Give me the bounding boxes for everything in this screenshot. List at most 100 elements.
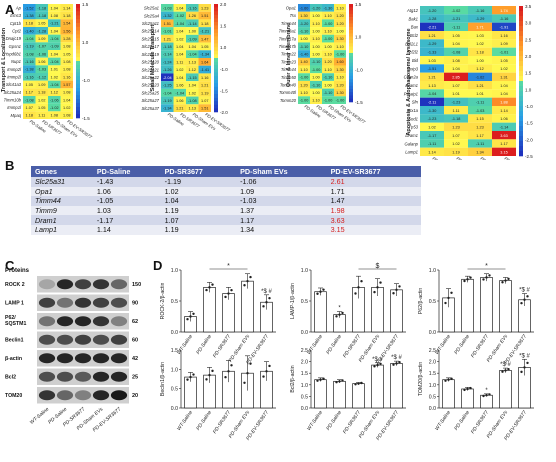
blot-row: ROCK 2 150 — [5, 276, 141, 293]
blot-band — [92, 279, 110, 290]
heatmap-cell — [198, 58, 211, 66]
heatmap-cell — [322, 19, 334, 28]
heatmap-gene-label: Nup1 — [11, 59, 21, 64]
heatmap-gene-label: Timm10b — [4, 98, 22, 103]
blot-band — [38, 371, 56, 382]
color-scale-tick: 1.0 — [220, 45, 227, 50]
heatmap-value: 1.00 — [312, 91, 319, 95]
heatmap-cell — [444, 64, 468, 73]
heatmap-cell — [48, 34, 61, 43]
heatmap-value: 1.05 — [201, 45, 208, 49]
heatmap-gene-label: Slc25a20 — [142, 60, 160, 65]
heatmap-value: 1.21 — [428, 34, 435, 38]
heatmap-gene-label: Bcl2L1 — [405, 41, 418, 46]
heatmap-value: 1.09 — [38, 83, 45, 87]
heatmap-cell — [468, 14, 492, 23]
blot-protein-label: Bcl2 — [5, 375, 16, 381]
heatmap-value: -1.09 — [188, 37, 197, 41]
heatmap-gene-label: Dnajc19 — [6, 36, 22, 41]
x-tick-label: PD-SR3677 — [470, 410, 490, 435]
table-cell-gene: Timm9 — [31, 205, 93, 216]
color-scale-segment — [349, 39, 353, 44]
heatmap-gene-label: Bnip3 — [407, 66, 418, 71]
color-scale-segment — [76, 23, 80, 28]
heatmap-cell — [23, 88, 36, 96]
heatmap-value: -1.20 — [428, 9, 437, 13]
significance-mark: *$ # — [519, 353, 530, 359]
color-scale-segment — [519, 56, 523, 62]
table-cell: -1.43 — [92, 177, 161, 187]
heatmap-value: -1.16 — [476, 9, 485, 13]
bar — [480, 277, 493, 333]
color-scale-segment — [519, 136, 523, 142]
heatmap-value: 1.18 — [201, 22, 208, 26]
heatmap-value: -1.18 — [163, 45, 172, 49]
color-scale-tick: -2.0 — [525, 137, 533, 142]
y-tick-label: 0.5 — [301, 299, 308, 305]
heatmap-cell — [298, 34, 310, 43]
data-point — [447, 378, 450, 381]
data-point — [485, 394, 488, 397]
blot-row: P62/SQSTM1 62 — [5, 313, 138, 330]
heatmap-cell — [48, 73, 61, 81]
heatmap-cell — [173, 73, 186, 82]
bracket-label: $ — [376, 263, 380, 270]
data-point — [466, 278, 469, 281]
data-point — [211, 283, 214, 286]
data-point — [211, 369, 214, 373]
heatmap-value: -1.38 — [25, 14, 34, 18]
heatmap-value: 1.30 — [336, 91, 343, 95]
heatmap-cell — [35, 73, 48, 81]
color-scale-segment — [349, 69, 353, 73]
heatmap-value: 1.14 — [500, 109, 507, 113]
heatmap-value: 1.30 — [336, 37, 343, 41]
data-point — [469, 386, 472, 390]
data-point — [262, 305, 265, 308]
heatmap-gene-label: Timm17b — [279, 44, 297, 49]
data-point — [501, 281, 504, 284]
color-scale-segment — [214, 86, 218, 91]
blot-kda-label: 60 — [132, 338, 138, 344]
heatmap-cell — [23, 27, 36, 35]
heatmap-cell — [48, 65, 61, 73]
heatmap-cell — [186, 58, 199, 66]
data-point — [230, 364, 233, 367]
color-scale-segment — [214, 54, 218, 59]
heatmap-cell — [23, 50, 36, 58]
heatmap-value: -1.07 — [37, 45, 46, 49]
color-scale-segment — [214, 50, 218, 55]
expression-table: Genes PD-Saline PD-SR3677 PD-Sham EVs PD… — [31, 166, 421, 235]
heatmap-value: -1.10 — [300, 45, 309, 49]
heatmap-value: 1.06 — [500, 117, 507, 121]
color-scale-segment — [214, 11, 218, 16]
significance-mark: * — [485, 388, 488, 394]
data-point — [376, 286, 379, 289]
heatmap-gene-label: Slc25a21 — [142, 67, 159, 72]
heatmap-gene-label: Slc25a37 — [142, 106, 160, 111]
heatmap-cell — [298, 27, 310, 35]
heatmap-cell — [444, 106, 468, 115]
heatmap-value: 1.64 — [201, 60, 208, 64]
heatmap-value: 1.04 — [63, 98, 70, 102]
heatmap-value: 1.07 — [452, 84, 459, 88]
heatmap-value: 1.04 — [51, 6, 58, 10]
heatmap-value: -1.12 — [37, 75, 46, 79]
heatmap-cell — [198, 4, 211, 12]
heatmap-value: -1.10 — [312, 60, 321, 64]
data-point — [265, 370, 268, 373]
heatmap-value: 1.08 — [452, 59, 459, 63]
heatmap-value: 1.09 — [500, 42, 507, 46]
heatmap-value: -1.08 — [25, 98, 34, 102]
heatmap-cell — [186, 4, 199, 12]
heatmap-gene-label: Lamp1 — [405, 150, 418, 155]
heatmap-cell — [468, 81, 492, 90]
heatmap-cell — [492, 72, 516, 81]
heatmap-value: 1.11 — [452, 109, 459, 113]
color-scale-segment — [76, 57, 80, 62]
color-scale-segment — [349, 53, 353, 57]
color-scale-segment — [519, 51, 523, 57]
x-tick-label: PD-SR3677 — [470, 334, 490, 359]
heatmap-cell — [161, 27, 174, 35]
heatmap-cell — [492, 6, 516, 15]
heatmap-value: 1.57 — [63, 83, 70, 87]
